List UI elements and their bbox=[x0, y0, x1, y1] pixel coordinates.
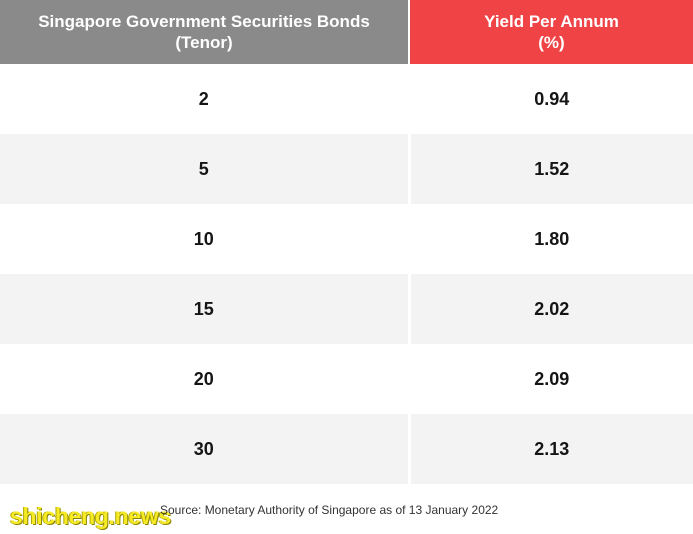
tenor-cell: 5 bbox=[0, 134, 409, 204]
tenor-cell: 15 bbox=[0, 274, 409, 344]
table-row: 20 2.09 bbox=[0, 344, 693, 414]
yield-cell: 2.09 bbox=[407, 344, 693, 414]
tenor-cell: 30 bbox=[0, 414, 409, 484]
header-tenor: Singapore Government Securities Bonds (T… bbox=[0, 0, 409, 64]
header-yield-line1: Yield Per Annum bbox=[484, 12, 619, 31]
yield-cell: 1.52 bbox=[407, 134, 693, 204]
tenor-cell: 20 bbox=[0, 344, 409, 414]
yield-cell: 2.02 bbox=[407, 274, 693, 344]
table-row: 5 1.52 bbox=[0, 134, 693, 204]
source-note: Source: Monetary Authority of Singapore … bbox=[160, 503, 499, 517]
header-yield-line2: (%) bbox=[538, 33, 565, 52]
bond-yield-table: Singapore Government Securities Bonds (T… bbox=[0, 0, 693, 484]
table-header-row: Singapore Government Securities Bonds (T… bbox=[0, 0, 693, 64]
table-row: 30 2.13 bbox=[0, 414, 693, 484]
watermark-logo: shicheng.news bbox=[10, 503, 171, 529]
yield-cell: 2.13 bbox=[407, 414, 693, 484]
tenor-cell: 10 bbox=[0, 204, 409, 274]
yield-cell: 0.94 bbox=[407, 64, 693, 134]
header-yield: Yield Per Annum (%) bbox=[408, 0, 693, 64]
table-row: 10 1.80 bbox=[0, 204, 693, 274]
table-row: 2 0.94 bbox=[0, 64, 693, 134]
header-tenor-line1: Singapore Government Securities Bonds bbox=[38, 12, 370, 31]
yield-cell: 1.80 bbox=[407, 204, 693, 274]
table-row: 15 2.02 bbox=[0, 274, 693, 344]
tenor-cell: 2 bbox=[0, 64, 409, 134]
header-tenor-line2: (Tenor) bbox=[175, 33, 233, 52]
